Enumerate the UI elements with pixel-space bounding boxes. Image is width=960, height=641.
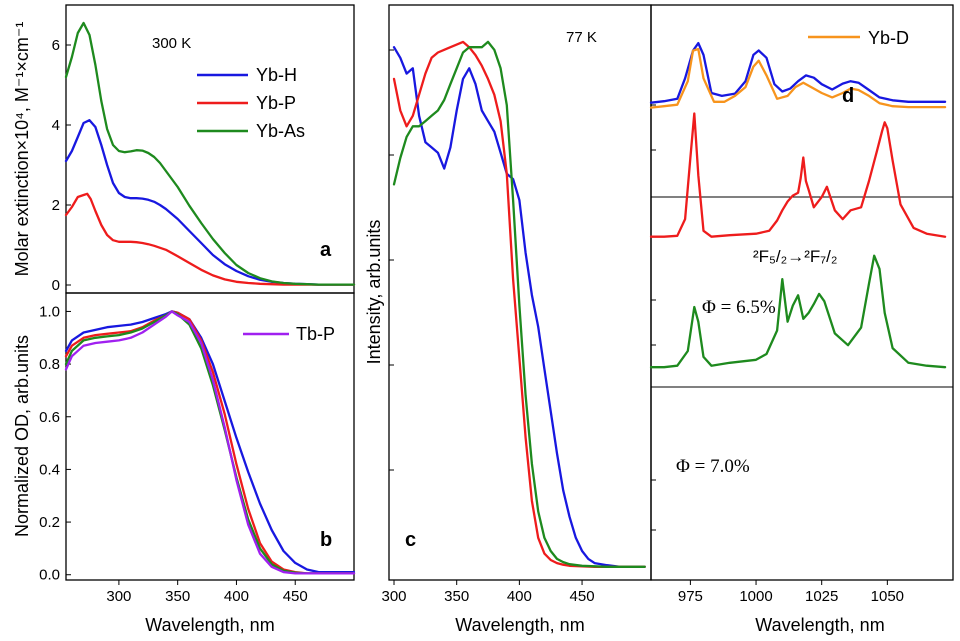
panel-b-ytick-label: 0.0 — [39, 567, 60, 584]
series-b-yb-as — [64, 310, 356, 575]
panel-c-xtick-label: 400 — [507, 588, 532, 605]
panel-b-xtick-label: 400 — [224, 588, 249, 605]
legend-label-yb-as: Yb-As — [256, 121, 305, 141]
panel-d-xtick-label: 1000 — [739, 588, 772, 605]
panel-d-xtick-label: 1050 — [871, 588, 904, 605]
panel-c-ylabel: Intensity, arb.units — [364, 220, 384, 365]
quantum-yield-yb-as: Φ = 7.0% — [676, 456, 750, 477]
panel-b-legend: Tb-P — [243, 324, 335, 344]
panel-b-ytick-label: 0.8 — [39, 356, 60, 373]
series-b-yb-p — [64, 310, 356, 575]
panel-c-frame — [388, 4, 652, 581]
panel-b-ytick-label: 1.0 — [39, 303, 60, 320]
panel-d-legend: Yb-D — [808, 28, 909, 48]
panel-b-ytick-label: 0.4 — [39, 461, 60, 478]
legend-label-tb-p: Tb-P — [296, 324, 335, 344]
panel-d-xtick-label: 975 — [678, 588, 703, 605]
series-d-yb-d — [649, 47, 947, 109]
panel-d-frame — [650, 4, 954, 581]
legend-label-yb-d: Yb-D — [868, 28, 909, 48]
transition-label: ²F₅/₂→²F₇/₂ — [753, 247, 837, 266]
panel-d-letter: d — [842, 85, 854, 107]
panel-c-xtick-label: 300 — [381, 588, 406, 605]
panel-b-xtick-label: 300 — [106, 588, 131, 605]
panel-c-temperature: 77 K — [566, 29, 597, 46]
series-a-yb-p — [64, 192, 356, 286]
panel-a-ytick-label: 2 — [52, 197, 60, 214]
panel-c-xlabel: Wavelength, nm — [455, 615, 584, 635]
series-b-tb-p — [64, 310, 356, 575]
panel-d-xlabel: Wavelength, nm — [755, 615, 884, 635]
panel-a-legend: Yb-H Yb-P Yb-As — [197, 65, 305, 141]
panel-b-letter: b — [320, 529, 332, 551]
series-d-yb-p — [649, 112, 947, 238]
series-b-yb-h — [64, 310, 356, 574]
series-c-yb-as — [392, 40, 646, 568]
panel-b-ytick-label: 0.6 — [39, 409, 60, 426]
legend-label-yb-h: Yb-H — [256, 65, 297, 85]
series-a-yb-h — [64, 119, 356, 286]
panel-a-ytick-label: 0 — [52, 277, 60, 294]
panel-b-ytick-label: 0.2 — [39, 514, 60, 531]
series-d-yb-h — [649, 41, 947, 104]
legend-label-yb-p: Yb-P — [256, 93, 296, 113]
panel-a-letter: a — [320, 239, 332, 261]
series-d-yb-as — [649, 254, 947, 369]
panel-a-temperature: 300 K — [152, 35, 191, 52]
panel-c-xtick-label: 450 — [570, 588, 595, 605]
ticks-layer: 0 2 4 6 300 350 400 450 0.0 0.2 0.4 0.6 0.8 1.0 300 350… — [39, 37, 904, 605]
panel-b-frame — [65, 292, 355, 581]
series-layer — [64, 21, 947, 575]
panel-a-frame — [65, 4, 355, 294]
panel-a-ytick-label: 6 — [52, 37, 60, 54]
series-c-yb-p — [392, 40, 646, 568]
series-a-yb-as — [64, 21, 356, 286]
panel-d-xtick-label: 1025 — [805, 588, 838, 605]
panel-a-ytick-label: 4 — [52, 117, 60, 134]
panel-b-ylabel: Normalized OD, arb.units — [12, 335, 32, 537]
panel-b-xtick-label: 450 — [283, 588, 308, 605]
panel-b-xtick-label: 350 — [165, 588, 190, 605]
panel-a-ylabel: Molar extinction×10⁴, M⁻¹×cm⁻¹ — [12, 22, 32, 277]
panel-b-xlabel: Wavelength, nm — [145, 615, 274, 635]
panel-c-xtick-label: 350 — [444, 588, 469, 605]
quantum-yield-yb-p: Φ = 6.5% — [702, 297, 776, 318]
panel-c-letter: c — [405, 529, 416, 551]
